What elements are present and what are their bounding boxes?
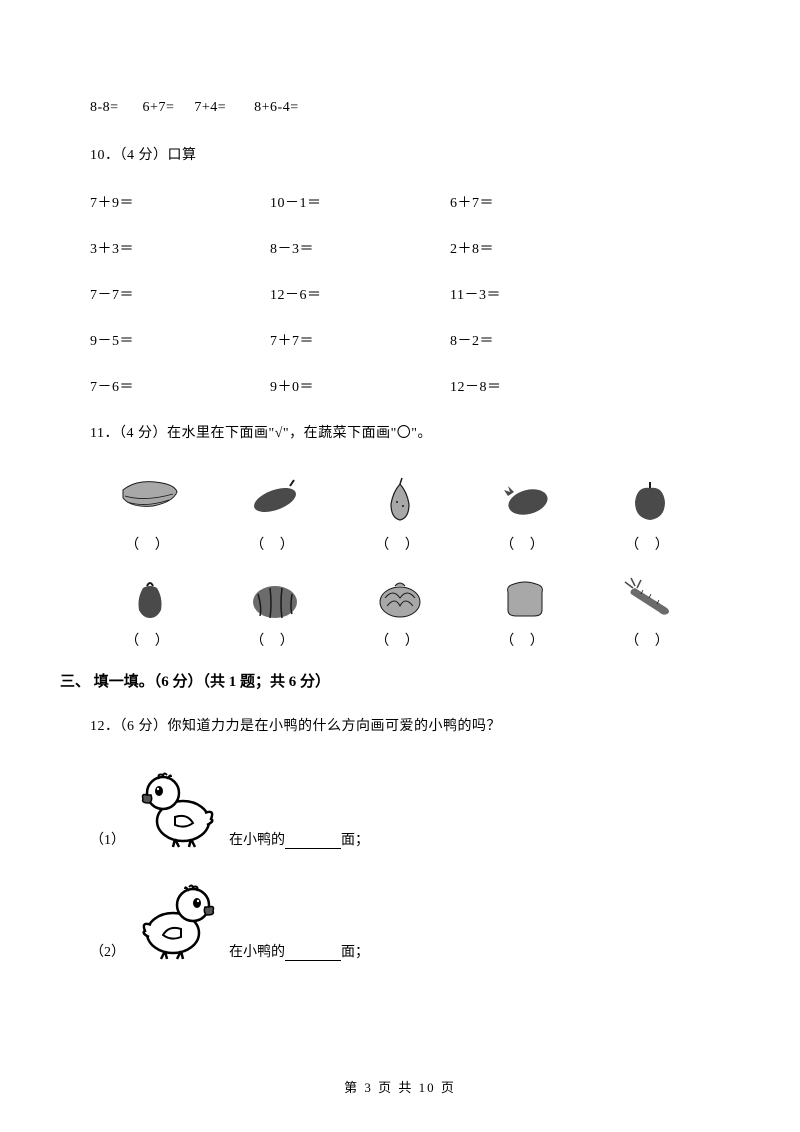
- q10-cell: 6＋7＝: [450, 192, 494, 212]
- q10-grid: 7＋9＝ 10－1＝ 6＋7＝ 3＋3＝ 8－3＝ 2＋8＝ 7－7＝ 12－6＝ 11－3＝ 9…: [90, 192, 710, 394]
- q10-cell: 9＋0＝: [270, 376, 314, 396]
- pear-icon: [365, 470, 435, 528]
- q10-cell: 9－5＝: [90, 330, 134, 350]
- q11-item-banana: （ ）: [100, 470, 200, 554]
- q10-cell: 10－1＝: [270, 192, 322, 212]
- q11-item-pepper: （ ）: [100, 566, 200, 650]
- q11-item-carrot: （ ）: [600, 566, 700, 650]
- answer-paren[interactable]: （ ）: [125, 630, 175, 650]
- answer-paren[interactable]: （ ）: [625, 534, 675, 554]
- loaf-icon: [490, 566, 560, 624]
- q10-cell: 8－2＝: [450, 330, 494, 350]
- cabbage-icon: [365, 566, 435, 624]
- q10-row: 7＋9＝ 10－1＝ 6＋7＝: [90, 192, 710, 210]
- q10-cell: 7＋7＝: [270, 330, 314, 350]
- q11-item-cabbage: （ ）: [350, 566, 450, 650]
- q12-sub2-before: 在小鸭的: [229, 941, 285, 961]
- carrot-icon: [615, 566, 685, 624]
- eggplant-icon: [490, 470, 560, 528]
- q10-header: 10．（4 分）口算: [90, 144, 710, 164]
- q11-item-loaf: （ ）: [475, 566, 575, 650]
- q10-cell: 7＋9＝: [90, 192, 134, 212]
- q10-row: 7－7＝ 12－6＝ 11－3＝: [90, 284, 710, 302]
- q10-row: 7－6＝ 9＋0＝ 12－8＝: [90, 376, 710, 394]
- answer-paren[interactable]: （ ）: [500, 630, 550, 650]
- q10-cell: 2＋8＝: [450, 238, 494, 258]
- q10-row: 9－5＝ 7＋7＝ 8－2＝: [90, 330, 710, 348]
- q11-item-watermelon: （ ）: [225, 566, 325, 650]
- q12-sub1: （1） 在小鸭的 面；: [90, 763, 710, 849]
- q11-header: 11．（4 分）在水里在下面画"√"，在蔬菜下面画"〇"。: [90, 422, 710, 442]
- q11-row2: （ ） （ ） （ ） （ ） （ ）: [90, 566, 710, 650]
- q12-sub1-before: 在小鸭的: [229, 829, 285, 849]
- answer-paren[interactable]: （ ）: [125, 534, 175, 554]
- q10-cell: 12－6＝: [270, 284, 322, 304]
- q12-sub2-num: （2）: [90, 941, 125, 961]
- answer-paren[interactable]: （ ）: [375, 630, 425, 650]
- q9-tail: 8-8= 6+7= 7+4= 8+6-4=: [90, 100, 710, 116]
- page-footer: 第 3 页 共 10 页: [0, 1077, 800, 1096]
- answer-paren[interactable]: （ ）: [250, 630, 300, 650]
- q10-row: 3＋3＝ 8－3＝ 2＋8＝: [90, 238, 710, 256]
- pepper-icon: [115, 566, 185, 624]
- duck-icon: [135, 763, 221, 849]
- q10-cell: 7－6＝: [90, 376, 134, 396]
- blank-input[interactable]: [285, 947, 341, 961]
- duck-icon: [135, 875, 221, 961]
- blank-input[interactable]: [285, 835, 341, 849]
- q10-cell: 3＋3＝: [90, 238, 134, 258]
- answer-paren[interactable]: （ ）: [500, 534, 550, 554]
- answer-paren[interactable]: （ ）: [625, 630, 675, 650]
- cucumber-icon: [240, 470, 310, 528]
- q10-cell: 7－7＝: [90, 284, 134, 304]
- answer-paren[interactable]: （ ）: [250, 534, 300, 554]
- watermelon-icon: [240, 566, 310, 624]
- q12-header: 12．（6 分）你知道力力是在小鸭的什么方向画可爱的小鸭的吗？: [90, 715, 710, 735]
- q11-item-eggplant: （ ）: [475, 470, 575, 554]
- section-3-title: 三、 填一填。（6 分）（共 1 题；共 6 分）: [60, 670, 710, 691]
- page-content: 8-8= 6+7= 7+4= 8+6-4= 10．（4 分）口算 7＋9＝ 10－…: [0, 0, 800, 961]
- q11-item-cucumber: （ ）: [225, 470, 325, 554]
- answer-paren[interactable]: （ ）: [375, 534, 425, 554]
- banana-icon: [115, 470, 185, 528]
- q11-item-pear: （ ）: [350, 470, 450, 554]
- apple-icon: [615, 470, 685, 528]
- q11-item-apple: （ ）: [600, 470, 700, 554]
- q10-cell: 11－3＝: [450, 284, 501, 304]
- q10-cell: 12－8＝: [450, 376, 502, 396]
- q11-row1: （ ） （ ） （ ） （ ） （ ）: [90, 470, 710, 554]
- q10-cell: 8－3＝: [270, 238, 314, 258]
- q12-sub2: （2） 在小鸭的 面；: [90, 875, 710, 961]
- q11-block: （ ） （ ） （ ） （ ） （ ） （ ） （ ） （ ） （ ） （ ）: [90, 470, 710, 650]
- q12-sub1-num: （1）: [90, 829, 125, 849]
- q12-sub2-after: 面；: [341, 941, 369, 961]
- q12-sub1-after: 面；: [341, 829, 369, 849]
